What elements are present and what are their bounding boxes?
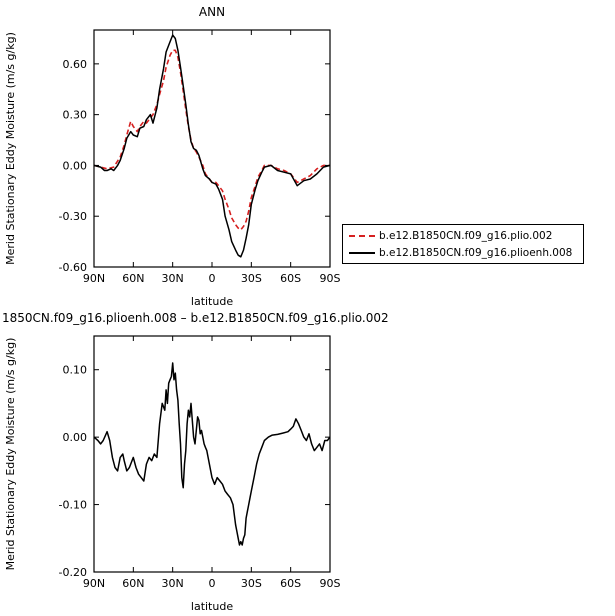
legend-label-plio: b.e12.B1850CN.f09_g16.plio.002 xyxy=(379,230,553,242)
x-tick-label: 30N xyxy=(162,272,184,285)
chart-bottom-frame xyxy=(93,335,331,573)
chart-top: ANN 90N 60N 30N 0 30S 60S 90S 0.60 0.30 0.00 -0.30… xyxy=(4,5,341,308)
legend-swatch-dashed-red xyxy=(349,235,375,237)
chart-bottom-title: 1850CN.f09_g16.plioenh.008 – b.e12.B1850… xyxy=(2,311,389,325)
chart-bottom: 1850CN.f09_g16.plioenh.008 – b.e12.B1850… xyxy=(2,311,389,613)
x-tick-label: 90N xyxy=(83,577,105,590)
series-line-1 xyxy=(93,34,331,258)
y-tick-label: 0.60 xyxy=(63,58,88,71)
x-tick-label: 60N xyxy=(122,577,144,590)
legend-entry-plioenh: b.e12.B1850CN.f09_g16.plioenh.008 xyxy=(349,245,572,261)
x-tick-label: 90S xyxy=(320,272,341,285)
chart-bottom-xlabel: latitude xyxy=(191,600,233,613)
y-tick-label: -0.10 xyxy=(59,499,87,512)
x-tick-label: 30S xyxy=(241,577,262,590)
series-line-0 xyxy=(93,362,331,546)
y-tick-label: -0.20 xyxy=(59,566,87,579)
y-tick-label: 0.00 xyxy=(63,431,88,444)
chart-top-ylabel: Merid Stationary Eddy Moisture (m/s g/kg… xyxy=(4,32,17,265)
y-tick-label: -0.30 xyxy=(59,210,87,223)
x-tick-label: 60S xyxy=(280,577,301,590)
legend-entry-plio: b.e12.B1850CN.f09_g16.plio.002 xyxy=(349,228,552,244)
chart-top-xlabel: latitude xyxy=(191,295,233,308)
y-tick-label: 0.10 xyxy=(63,364,88,377)
x-tick-label: 60N xyxy=(122,272,144,285)
chart-bottom-ylabel: Merid Stationary Eddy Moisture (m/s g/kg… xyxy=(4,338,17,571)
x-tick-label: 0 xyxy=(209,577,216,590)
chart-top-legend: b.e12.B1850CN.f09_g16.plio.002 b.e12.B18… xyxy=(342,224,584,264)
x-tick-label: 0 xyxy=(209,272,216,285)
x-tick-label: 30S xyxy=(241,272,262,285)
chart-top-frame xyxy=(93,29,331,268)
y-tick-label: 0.00 xyxy=(63,159,88,172)
chart-top-title: ANN xyxy=(199,5,225,19)
x-tick-label: 60S xyxy=(280,272,301,285)
x-tick-label: 90S xyxy=(320,577,341,590)
x-tick-label: 30N xyxy=(162,577,184,590)
legend-label-plioenh: b.e12.B1850CN.f09_g16.plioenh.008 xyxy=(379,247,573,259)
legend-swatch-solid-black xyxy=(349,252,375,254)
series-line-0 xyxy=(93,49,330,231)
y-tick-label: 0.30 xyxy=(63,109,88,122)
x-tick-label: 90N xyxy=(83,272,105,285)
y-tick-label: -0.60 xyxy=(59,261,87,274)
